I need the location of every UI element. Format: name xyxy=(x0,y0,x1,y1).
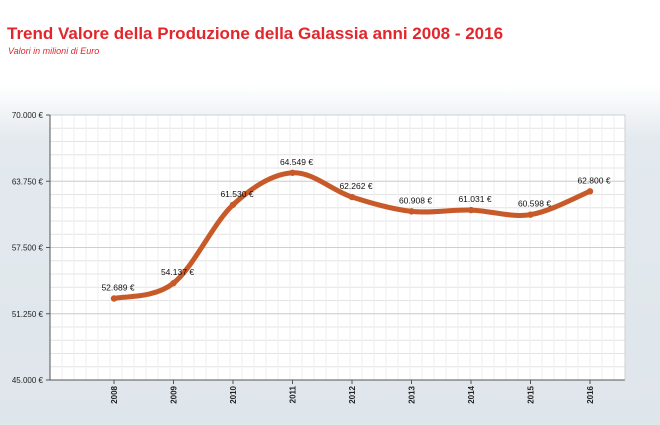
x-tick-label: 2016 xyxy=(586,385,595,403)
y-tick-label: 70.000 € xyxy=(12,111,44,120)
data-point xyxy=(408,208,415,215)
data-label: 61.031 € xyxy=(458,194,491,204)
data-label: 64.549 € xyxy=(280,157,313,167)
x-tick-label: 2012 xyxy=(348,385,357,403)
x-tick-label: 2015 xyxy=(527,385,536,403)
y-tick-label: 45.000 € xyxy=(12,376,44,385)
data-point xyxy=(467,206,475,214)
data-point xyxy=(348,193,356,201)
data-label: 62.800 € xyxy=(577,175,610,185)
chart-title: Trend Valore della Produzione della Gala… xyxy=(7,24,504,43)
data-point xyxy=(527,211,534,218)
x-tick-label: 2010 xyxy=(229,385,238,403)
data-label: 61.530 € xyxy=(220,189,253,199)
chart-subtitle: Valori in milioni di Euro xyxy=(8,46,100,56)
data-label: 62.262 € xyxy=(339,181,372,191)
data-point xyxy=(229,201,237,208)
data-label: 60.598 € xyxy=(518,199,551,209)
x-tick-label: 2009 xyxy=(170,385,179,403)
data-point xyxy=(289,169,296,176)
data-point xyxy=(110,295,118,302)
data-label: 52.689 € xyxy=(101,282,134,292)
data-label: 54.137 € xyxy=(161,267,194,277)
data-label: 60.908 € xyxy=(399,195,432,205)
data-point xyxy=(586,188,594,195)
data-point xyxy=(170,279,177,287)
x-tick-label: 2008 xyxy=(110,385,119,403)
x-tick-label: 2011 xyxy=(289,385,298,403)
y-tick-label: 63.750 € xyxy=(12,177,44,186)
series-line xyxy=(111,170,593,301)
y-tick-label: 51.250 € xyxy=(12,310,44,319)
x-tick-label: 2014 xyxy=(467,385,476,403)
x-tick-label: 2013 xyxy=(408,385,417,403)
y-tick-label: 57.500 € xyxy=(12,244,44,253)
